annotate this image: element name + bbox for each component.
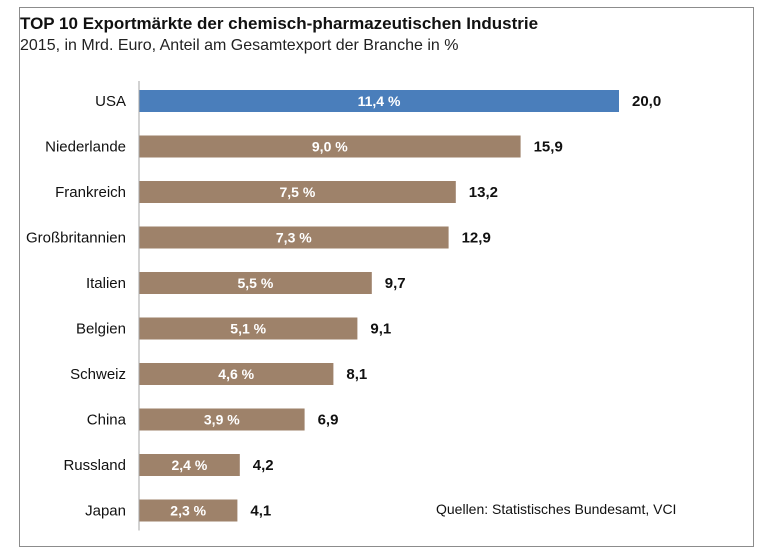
share-label: 5,1 % [230, 321, 266, 337]
value-label: 20,0 [632, 93, 661, 110]
value-label: 15,9 [534, 139, 563, 156]
bar [139, 363, 334, 385]
share-label: 7,5 % [279, 184, 315, 200]
value-label: 4,1 [250, 503, 271, 520]
share-label: 9,0 % [312, 139, 348, 155]
value-label: 8,1 [346, 366, 367, 383]
bar [139, 408, 305, 431]
category-label: Belgien [76, 321, 126, 338]
share-label: 3,9 % [204, 412, 240, 428]
category-label: Schweiz [70, 366, 126, 383]
chart-subtitle: 2015, in Mrd. Euro, Anteil am Gesamtexpo… [20, 37, 459, 54]
source-note: Quellen: Statistisches Bundesamt, VCI [436, 501, 677, 517]
share-label: 11,4 % [358, 93, 401, 109]
share-label: 7,3 % [276, 230, 312, 246]
category-label: Russland [63, 457, 126, 474]
value-label: 6,9 [318, 412, 339, 429]
value-label: 13,2 [469, 184, 498, 201]
chart-title: TOP 10 Exportmärkte der chemisch-pharmaz… [20, 14, 539, 33]
bar [139, 226, 449, 249]
value-label: 12,9 [462, 230, 491, 247]
bar [139, 90, 619, 112]
bar [139, 135, 521, 158]
value-label: 4,2 [253, 457, 274, 474]
bar [139, 181, 456, 203]
share-label: 5,5 % [237, 275, 273, 291]
bar [139, 317, 358, 340]
category-label: Großbritannien [26, 230, 126, 247]
bar [139, 454, 240, 476]
category-label: China [87, 412, 127, 429]
share-label: 2,4 % [171, 457, 207, 473]
value-label: 9,1 [370, 321, 391, 338]
category-label: Japan [85, 503, 126, 520]
category-label: Frankreich [55, 184, 126, 201]
share-label: 2,3 % [170, 503, 206, 519]
category-label: Italien [86, 275, 126, 292]
category-label: Niederlande [45, 139, 126, 156]
category-label: USA [95, 93, 126, 110]
share-label: 4,6 % [218, 366, 254, 382]
bar [139, 499, 238, 522]
bar [139, 272, 372, 294]
value-label: 9,7 [385, 275, 406, 292]
